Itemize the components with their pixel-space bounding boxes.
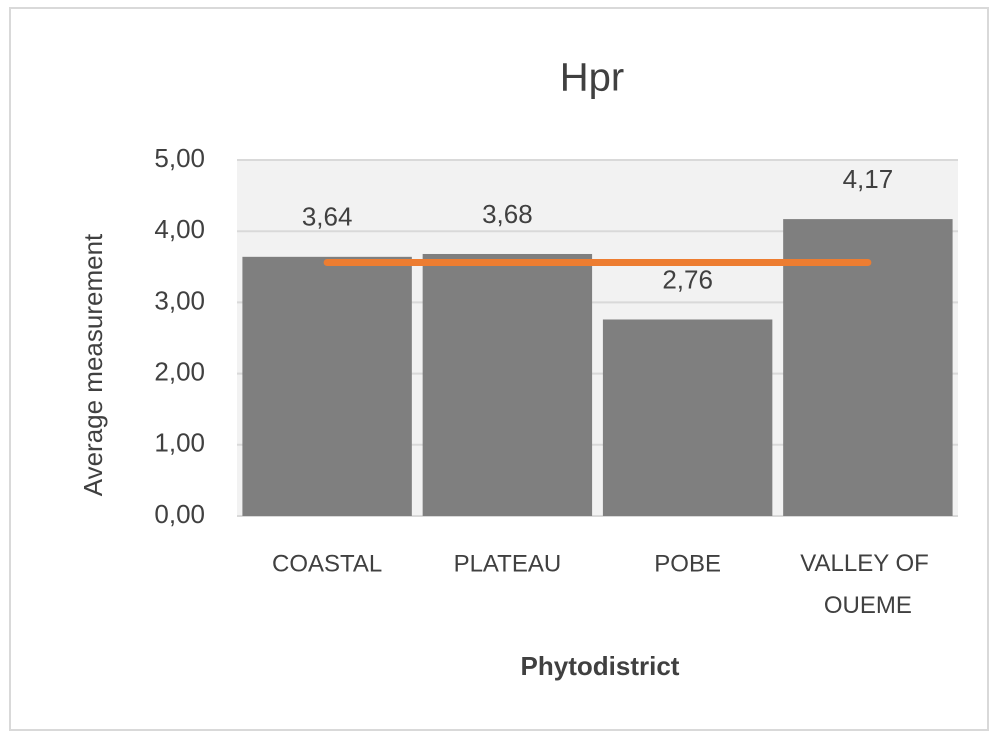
x-axis-title: Phytodistrict (521, 651, 680, 681)
bar (242, 256, 412, 516)
bar (422, 253, 593, 516)
data-label: 2,76 (662, 264, 713, 294)
y-axis-title: Average measurement (78, 233, 108, 496)
bar (602, 319, 773, 516)
y-tick-label: 3,00 (154, 285, 205, 315)
y-tick-label: 0,00 (154, 499, 205, 529)
x-tick-label: PLATEAU (454, 550, 562, 577)
x-tick-label: POBE (654, 550, 721, 577)
data-label: 4,17 (843, 164, 894, 194)
data-label: 3,64 (302, 202, 353, 232)
x-tick-label: VALLEY OF OUEME (800, 550, 935, 619)
y-tick-label: 5,00 (154, 143, 205, 173)
data-label: 3,68 (482, 199, 533, 229)
x-tick-label: COASTAL (272, 550, 382, 577)
chart-title: Hpr (560, 56, 624, 100)
y-tick-label: 4,00 (154, 214, 205, 244)
bar (783, 219, 953, 516)
y-tick-label: 1,00 (154, 428, 205, 458)
y-tick-label: 2,00 (154, 356, 205, 386)
